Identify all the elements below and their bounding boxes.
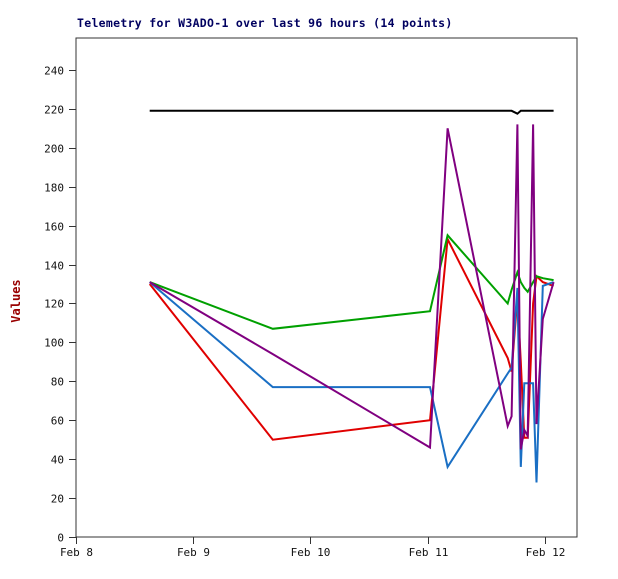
y-tick-label: 200 xyxy=(44,143,64,156)
y-tick-label: 100 xyxy=(44,337,64,350)
y-tick-label: 60 xyxy=(51,415,64,428)
x-tick-label: Feb 8 xyxy=(60,546,93,559)
y-tick-label: 220 xyxy=(44,104,64,117)
y-tick-label: 0 xyxy=(57,532,64,545)
x-tick-label: Feb 9 xyxy=(177,546,210,559)
x-tick-label: Feb 11 xyxy=(409,546,449,559)
y-tick-label: 120 xyxy=(44,298,64,311)
series-line-blue xyxy=(149,281,554,483)
series-line-black-limit xyxy=(149,109,554,115)
y-tick-label: 180 xyxy=(44,182,64,195)
y-tick-label: 240 xyxy=(44,65,64,78)
x-tick-label: Feb 10 xyxy=(291,546,331,559)
x-tick-label: Feb 12 xyxy=(526,546,566,559)
chart-title: Telemetry for W3ADO-1 over last 96 hours… xyxy=(77,16,453,30)
y-tick-label: 20 xyxy=(51,493,64,506)
plot-border xyxy=(75,37,578,538)
y-tick-label: 140 xyxy=(44,260,64,273)
series-line-green xyxy=(149,233,554,330)
series-line-red xyxy=(148,235,554,441)
y-tick-label: 40 xyxy=(51,454,64,467)
y-tick-label: 80 xyxy=(51,376,64,389)
y-tick-label: 160 xyxy=(44,221,64,234)
series-line-purple xyxy=(149,124,555,450)
